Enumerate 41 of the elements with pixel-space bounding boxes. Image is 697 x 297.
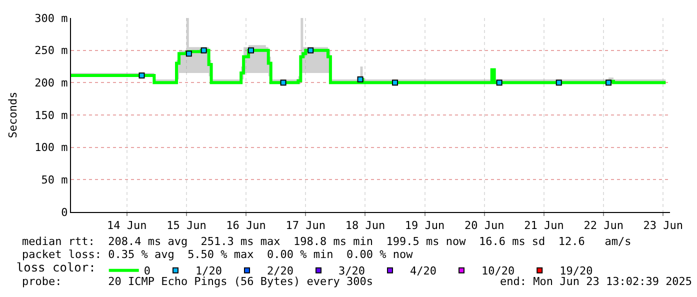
x-tick-label: 14 Jun <box>106 219 147 232</box>
x-tick-label: 19 Jun <box>404 219 445 232</box>
y-tick-label: 100 m <box>34 141 68 154</box>
y-tick-label: 50 m <box>41 174 68 187</box>
y-axis-title: Seconds <box>6 92 20 138</box>
x-tick-label: 15 Jun <box>166 219 206 232</box>
y-tick-label: 250 m <box>34 44 68 58</box>
x-tick-label: 17 Jun <box>286 219 326 232</box>
legend-label: 3/20 <box>338 264 365 278</box>
y-tick-label: 200 m <box>34 76 68 90</box>
x-tick-label: 20 Jun <box>464 219 504 232</box>
point <box>392 80 398 86</box>
point <box>556 80 562 86</box>
point <box>200 47 207 54</box>
legend-label: 4/20 <box>410 264 436 278</box>
text: probe: 20 ICMP Echo Pings (56 Bytes) every 300s <box>22 275 373 288</box>
legend-title: loss color: <box>16 260 96 275</box>
y-tick-label: 0 <box>61 206 68 219</box>
text: median rtt: 208.4 ms avg 251.3 ms max 198.8 ms min 199.5 ms now 16.6 ms sd 12.6 am/s <box>22 235 632 248</box>
point <box>357 76 364 82</box>
y-tick-label: 300 m <box>34 12 68 25</box>
x-tick-label: 21 Jun <box>524 219 564 232</box>
text: end: Mon Jun 23 13:02:39 2025 <box>500 275 692 288</box>
text: packet loss: 0.35 % avg 5.50 % max 0.00 % min 0.00 % now <box>22 248 414 261</box>
point <box>308 47 314 54</box>
point <box>606 80 612 86</box>
point <box>248 47 254 54</box>
legend-label: 1/20 <box>195 264 222 278</box>
legend-label: 10/20 <box>481 264 515 278</box>
point <box>138 72 145 79</box>
x-tick-label: 18 Jun <box>345 219 386 232</box>
point <box>280 80 286 86</box>
x-tick-label: 23 Jun <box>643 219 684 232</box>
point <box>496 80 502 86</box>
legend-label: 2/20 <box>266 264 294 278</box>
legend-label: 19/20 <box>560 264 593 278</box>
point <box>186 50 192 57</box>
legend-label: 0 <box>144 264 150 278</box>
y-tick-label: 150 m <box>34 108 68 122</box>
x-tick-label: 22 Jun <box>584 219 624 232</box>
x-tick-label: 16 Jun <box>226 219 266 232</box>
